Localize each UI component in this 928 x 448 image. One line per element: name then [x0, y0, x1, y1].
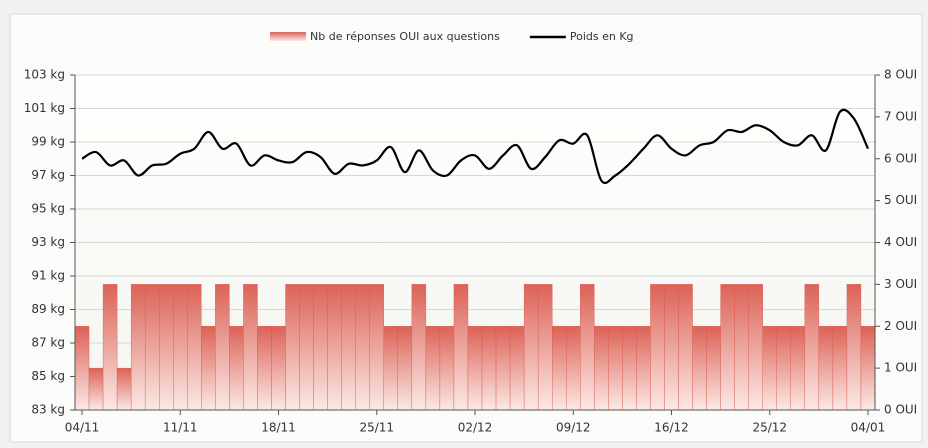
bar [383, 326, 399, 411]
bar [481, 326, 497, 411]
y-tick-label: 97 kg [31, 168, 65, 182]
x-tick-label: 04/11 [65, 421, 100, 435]
bar [425, 326, 441, 411]
bar [341, 284, 356, 411]
bar [706, 326, 721, 411]
bar [102, 284, 118, 411]
x-tick-label: 02/12 [458, 421, 493, 435]
bar [776, 326, 791, 411]
legend: Nb de réponses OUI aux questions Poids en… [270, 30, 634, 43]
bar [720, 284, 735, 411]
bar [257, 326, 272, 411]
bar [846, 284, 862, 411]
y-tick-label: 93 kg [31, 235, 65, 249]
x-tick-label: 18/11 [261, 421, 296, 435]
bar [271, 326, 286, 411]
x-tick-label: 25/12 [752, 421, 787, 435]
y-tick-label: 103 kg [24, 68, 65, 82]
y2-tick-label: 1 OUI [884, 361, 917, 375]
bar [748, 284, 763, 411]
bar [285, 284, 300, 411]
y-tick-label: 95 kg [31, 202, 65, 216]
bar [790, 326, 806, 411]
bar [173, 284, 188, 411]
y2-tick-label: 7 OUI [884, 109, 917, 123]
bar [327, 284, 342, 411]
x-tick-label: 25/11 [359, 421, 394, 435]
y-tick-label: 91 kg [31, 269, 65, 283]
bar [187, 284, 202, 411]
y2-tick-label: 0 OUI [884, 403, 917, 417]
y2-tick-label: 8 OUI [884, 68, 917, 82]
bar [818, 326, 834, 411]
bar [523, 284, 539, 411]
y2-tick-label: 3 OUI [884, 277, 917, 291]
x-tick-label: 16/12 [654, 421, 689, 435]
y-tick-label: 99 kg [31, 135, 65, 149]
x-tick-label: 11/11 [163, 421, 198, 435]
x-tick-label: 04/01 [851, 421, 886, 435]
bar [551, 326, 567, 411]
bar [88, 367, 104, 411]
y-tick-label: 83 kg [31, 403, 65, 417]
bar [411, 284, 427, 411]
y2-tick-label: 2 OUI [884, 319, 917, 333]
bar [860, 326, 876, 411]
bar [201, 326, 216, 411]
y-tick-label: 101 kg [24, 101, 65, 115]
bar [692, 326, 707, 411]
y-tick-label: 85 kg [31, 369, 65, 383]
bar [608, 326, 623, 411]
bar [74, 326, 90, 411]
bar [636, 326, 651, 411]
x-tick-label: 09/12 [556, 421, 591, 435]
bar [566, 326, 581, 411]
legend-label: Poids en Kg [570, 30, 634, 43]
bar [159, 284, 174, 411]
bar [832, 326, 848, 411]
bar [116, 367, 132, 411]
bar [650, 284, 665, 411]
bar [215, 284, 230, 411]
y2-tick-label: 4 OUI [884, 235, 917, 249]
bar [355, 284, 370, 411]
bar [804, 284, 820, 411]
bar [580, 284, 595, 411]
y-tick-label: 87 kg [31, 336, 65, 350]
bar [313, 284, 328, 411]
bar [397, 326, 413, 411]
bar [243, 284, 258, 411]
bar [299, 284, 314, 411]
legend-swatch [270, 32, 306, 41]
bar [439, 326, 455, 411]
bar [369, 284, 384, 411]
y-tick-label: 89 kg [31, 302, 65, 316]
bar [229, 326, 244, 411]
bar [622, 326, 637, 411]
bar [594, 326, 609, 411]
bar [537, 284, 553, 411]
legend-label: Nb de réponses OUI aux questions [310, 30, 500, 43]
bar [678, 284, 693, 411]
y2-tick-label: 5 OUI [884, 193, 917, 207]
bar [130, 284, 146, 411]
bar [509, 326, 525, 411]
bar [495, 326, 511, 411]
line [81, 108, 869, 185]
bar [734, 284, 749, 411]
bar [762, 326, 777, 411]
bar [467, 326, 483, 411]
bar [453, 284, 469, 411]
bar [144, 284, 160, 411]
y2-tick-label: 6 OUI [884, 151, 917, 165]
bar [664, 284, 679, 411]
